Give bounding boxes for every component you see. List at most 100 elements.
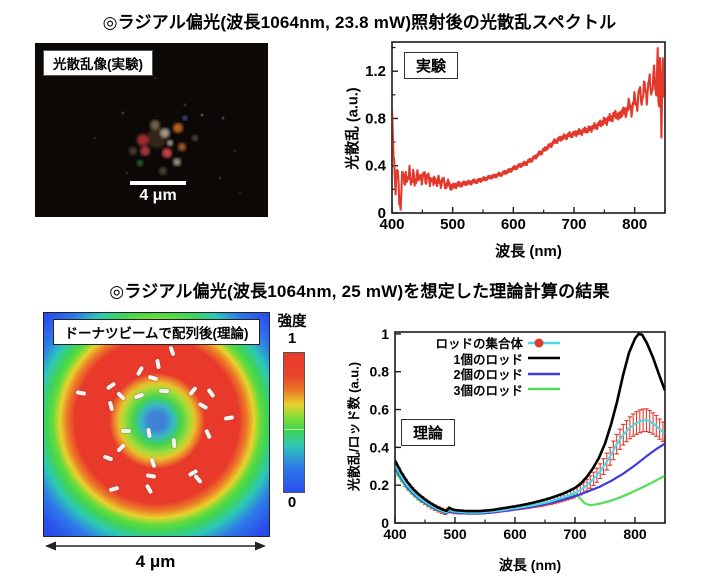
speckle	[200, 113, 204, 117]
nanorod	[116, 391, 126, 401]
y-tick-label: 1.2	[365, 63, 386, 80]
y-tick-label: 0	[381, 515, 389, 531]
theory-y-axis-label: 光散乱/ロッド数 (a.u.)	[346, 361, 362, 492]
exp-y-axis-label: 光散乱 (a.u.)	[345, 87, 362, 170]
nanorod	[107, 400, 115, 412]
speckle	[129, 147, 137, 155]
speckle-cluster	[93, 76, 242, 195]
speckle	[183, 103, 187, 107]
nanorod	[204, 428, 212, 440]
nanorod	[102, 454, 114, 462]
arrowhead-right	[255, 541, 266, 551]
speckle	[159, 167, 167, 175]
theory-x-axis-label: 波長 (nm)	[498, 557, 562, 573]
nanorod	[206, 387, 216, 399]
legend-item: 2個のロッド	[381, 366, 566, 382]
series-experiment-spectrum	[392, 47, 665, 211]
speckle	[137, 134, 149, 146]
legend-label: ロッドの集合体	[435, 337, 523, 352]
plot-frame	[394, 331, 666, 524]
nanorod	[75, 390, 87, 396]
x-tick-label: 600	[503, 526, 527, 542]
x-tick-label: 800	[623, 526, 647, 542]
scale-bar-label: 4 μm	[139, 187, 177, 204]
legend-dot-marker	[534, 338, 544, 348]
y-tick-label: 0.4	[370, 439, 390, 455]
speckle	[125, 171, 129, 175]
speckle	[167, 140, 173, 146]
speckle	[173, 158, 181, 166]
speckle	[121, 111, 125, 115]
nanorod	[133, 392, 145, 400]
scale-bar	[130, 181, 186, 185]
scale-arrow	[45, 541, 266, 551]
nanorod	[121, 429, 131, 433]
speckle	[153, 76, 157, 80]
series-line-1	[395, 332, 665, 513]
nanorod	[116, 443, 126, 453]
x-tick-label: 400	[379, 216, 404, 233]
x-tick-label: 500	[443, 526, 467, 542]
legend-sample	[528, 388, 560, 391]
nanorod	[105, 381, 117, 391]
speckle	[233, 149, 237, 153]
nanorod	[146, 427, 152, 439]
theory-spectra-chart: 400 500 600 700 800 0 0.2 0.4 0.6 0.8 1	[370, 326, 666, 542]
theory-badge: 理論	[401, 419, 456, 446]
chart-legend: ロッドの集合体 1個のロッド 2個のロッド 3個のロッド	[381, 335, 566, 398]
y-tick-label: 0	[378, 205, 386, 222]
speckle	[192, 135, 198, 141]
nanorod	[144, 483, 154, 495]
nanorod	[171, 437, 177, 449]
colorbar-title: 強度	[277, 314, 307, 330]
legend-item: ロッドの集合体	[381, 335, 566, 351]
arrowhead-left	[45, 541, 56, 551]
speckle	[137, 160, 143, 166]
donut-map-label: ドーナツビームで配列後(理論)	[53, 319, 260, 345]
speckle	[238, 191, 242, 195]
x-tick-label: 500	[440, 216, 465, 233]
section-title-theory: ◎ラジアル偏光(波長1064nm, 25 mW)を想定した理論計算の結果	[109, 282, 610, 301]
nanorod	[223, 415, 235, 421]
y-tick-label: 0.2	[370, 477, 390, 493]
image-label: 光散乱像(実験)	[43, 50, 153, 76]
y-tick-label: 0.8	[370, 364, 390, 380]
legend-item: 1個のロッド	[381, 351, 566, 367]
speckle	[221, 116, 225, 120]
donut-beam-map: ドーナツビームで配列後(理論)	[43, 312, 270, 537]
colorbar-mid-tick	[284, 429, 304, 431]
y-tick-label: 0.4	[365, 158, 387, 175]
series-line-0	[395, 418, 665, 514]
nanorod	[149, 457, 157, 469]
nanorod	[108, 485, 120, 493]
nanorod	[147, 374, 159, 382]
x-tick-label: 800	[622, 216, 647, 233]
nanorod	[155, 358, 161, 370]
y-tick-label: 1	[381, 326, 389, 342]
legend-label: 3個のロッド	[453, 383, 523, 398]
legend-label: 2個のロッド	[453, 368, 523, 383]
section-title-experiment: ◎ラジアル偏光(波長1064nm, 23.8 mW)照射後の光散乱スペクトル	[102, 13, 617, 32]
nanorod	[188, 385, 198, 397]
x-tick-label: 600	[501, 216, 526, 233]
experiment-scattering-image: 光散乱像(実験) 4 μm	[35, 43, 268, 217]
y-tick-label: 0.8	[365, 110, 386, 127]
nanorod	[158, 388, 170, 394]
nanorod	[197, 401, 209, 411]
speckle	[162, 148, 172, 158]
legend-item: 3個のロッド	[381, 382, 566, 398]
y-tick-label: 0.6	[370, 402, 390, 418]
x-tick-label: 400	[383, 526, 407, 542]
plot-frame	[391, 41, 666, 214]
experiment-spectrum-chart: 400 500 600 700 800 0 0.4 0.8 1.2	[365, 41, 666, 233]
intensity-colorbar	[283, 352, 305, 493]
legend-label: 1個のロッド	[453, 352, 523, 367]
speckle	[218, 176, 222, 180]
legend-sample	[528, 338, 560, 348]
speckle	[160, 128, 170, 138]
x-tick-label: 700	[561, 216, 586, 233]
nanorod	[145, 473, 157, 479]
speckle	[150, 120, 160, 130]
legend-sample	[528, 357, 560, 360]
